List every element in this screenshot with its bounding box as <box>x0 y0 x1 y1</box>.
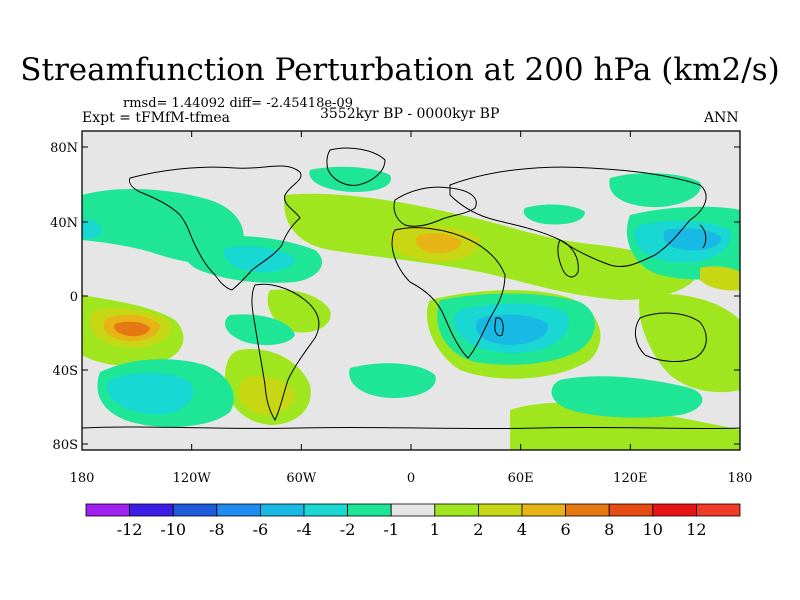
colorbar-label: 6 <box>561 520 571 539</box>
japan-coast <box>699 224 707 249</box>
lon-label: 0 <box>407 471 415 486</box>
anomaly-region-negative <box>551 376 703 418</box>
stats-text: rmsd= 1.44092 diff= -2.45418e-09 <box>123 96 353 111</box>
anomaly-region-negative <box>609 173 701 208</box>
greenland-coast <box>326 147 386 186</box>
anomaly-region-positive <box>639 293 740 393</box>
anomaly-region-negative <box>349 363 436 398</box>
experiment-label: Expt = tFMfM-tfmea <box>82 110 230 126</box>
colorbar-label: 12 <box>686 520 706 539</box>
anomaly-region-negative <box>224 246 295 273</box>
colorbar-label: 2 <box>473 520 483 539</box>
anomaly-peak-positive <box>113 321 150 337</box>
colorbar-swatch <box>85 503 130 517</box>
colorbar-swatch <box>347 503 392 517</box>
colorbar-label: 10 <box>643 520 663 539</box>
lat-label: 80S <box>53 438 78 453</box>
colorbar: -12 -10 -8 -6 -4 -2 -1 1 2 4 6 8 10 12 <box>85 503 741 539</box>
period-label: 3552kyr BP - 0000kyr BP <box>320 106 500 122</box>
colorbar-label: 1 <box>430 520 440 539</box>
lon-label: 60W <box>286 471 317 486</box>
plot-title: Streamfunction Perturbation at 200 hPa (… <box>20 52 780 88</box>
colorbar-swatch <box>477 503 523 517</box>
north-america-coast <box>129 165 302 291</box>
colorbar-swatch <box>172 503 218 517</box>
europe-coast <box>393 186 477 227</box>
anomaly-region-negative <box>225 314 295 346</box>
axis-ticks: 80N 40N 0 40S 80S 180 120W 60W 0 60E 120E 180 <box>50 131 752 486</box>
colorbar-label: -8 <box>209 520 225 539</box>
coastlines <box>82 147 740 430</box>
colorbar-swatch <box>521 503 566 517</box>
colorbar-swatch <box>303 503 348 517</box>
lon-label: 180 <box>70 471 95 486</box>
lat-label: 40N <box>50 216 78 231</box>
anomaly-region-positive <box>267 289 331 333</box>
asia-coast <box>449 166 707 268</box>
madagascar-coast <box>494 317 504 337</box>
colorbar-swatch <box>216 503 261 517</box>
lon-label: 120W <box>173 471 212 486</box>
colorbar-label: -10 <box>160 520 186 539</box>
season-label: ANN <box>704 110 739 126</box>
lon-label: 120E <box>613 471 647 486</box>
colorbar-label: -1 <box>383 520 399 539</box>
lat-label: 80N <box>50 141 78 156</box>
anomaly-region-positive <box>510 402 740 450</box>
colorbar-label: -12 <box>117 520 143 539</box>
colorbar-swatch <box>129 503 174 517</box>
colorbar-label: 4 <box>517 520 527 539</box>
anomaly-region-negative <box>82 219 102 239</box>
south-america-coast <box>251 283 320 422</box>
antarctica-coast <box>82 426 740 430</box>
india-coast <box>557 239 579 278</box>
lat-label: 40S <box>53 364 78 379</box>
anomaly-core-negative <box>476 314 549 345</box>
anomaly-region-positive <box>284 193 700 300</box>
colorbar-swatch <box>565 503 610 517</box>
colorbar-swatch <box>259 503 305 517</box>
lon-label: 60E <box>508 471 534 486</box>
anomaly-region-negative <box>106 372 193 415</box>
anomaly-field <box>82 166 740 450</box>
colorbar-swatch <box>390 503 436 517</box>
anomaly-peak-positive <box>415 233 462 254</box>
colorbar-label: -4 <box>296 520 312 539</box>
africa-coast <box>391 227 506 359</box>
colorbar-swatch <box>696 503 741 517</box>
colorbar-label: -6 <box>253 520 269 539</box>
anomaly-core-positive <box>700 266 740 291</box>
colorbar-label: -2 <box>340 520 356 539</box>
australia-coast <box>634 312 707 363</box>
colorbar-swatch <box>434 503 479 517</box>
colorbar-swatch <box>652 503 697 517</box>
colorbar-label: 8 <box>604 520 614 539</box>
colorbar-swatch <box>608 503 654 517</box>
lat-label: 0 <box>70 290 78 305</box>
anomaly-region-negative <box>523 204 585 225</box>
lon-label: 180 <box>728 471 753 486</box>
